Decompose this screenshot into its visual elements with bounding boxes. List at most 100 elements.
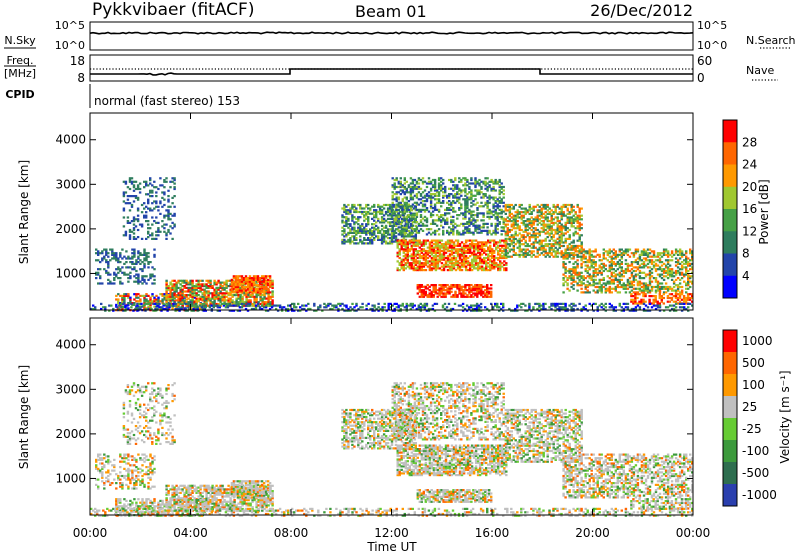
data-cell (163, 223, 166, 226)
data-cell (642, 266, 646, 269)
data-cell (472, 244, 476, 247)
data-cell (392, 224, 396, 227)
data-cell (232, 282, 236, 285)
data-cell (526, 211, 529, 214)
data-cell (425, 200, 429, 203)
data-cell (175, 290, 178, 293)
data-cell (518, 232, 521, 235)
data-cell (450, 203, 453, 206)
data-cell (480, 243, 484, 246)
data-cell (400, 263, 403, 266)
data-cell (638, 259, 642, 262)
data-cell (175, 294, 178, 297)
data-cell (618, 266, 622, 269)
data-cell (492, 229, 495, 232)
data-cell (394, 216, 398, 219)
data-cell (483, 248, 486, 251)
data-cell (183, 281, 186, 284)
data-cell (145, 193, 148, 196)
data-cell (480, 231, 483, 234)
data-cell (411, 196, 415, 199)
data-cell (437, 194, 441, 197)
data-cell (397, 201, 401, 204)
data-cell (433, 222, 437, 225)
data-cell (227, 299, 230, 302)
data-cell (494, 180, 497, 183)
data-cell (640, 277, 644, 280)
data-cell (416, 241, 420, 244)
data-cell (418, 243, 422, 246)
data-cell (520, 248, 523, 251)
data-cell (267, 304, 270, 307)
data-cell (433, 219, 437, 222)
data-cell (440, 189, 443, 192)
data-cell (207, 292, 210, 295)
data-cell (588, 268, 591, 271)
data-cell (403, 226, 407, 229)
data-cell (231, 302, 234, 306)
data-cell (417, 185, 421, 189)
data-cell (203, 283, 206, 286)
data-cell (468, 244, 472, 247)
data-cell (638, 282, 642, 285)
data-cell (548, 212, 551, 215)
data-cell (153, 255, 156, 258)
data-cell (487, 248, 490, 251)
data-cell (632, 277, 636, 280)
data-cell (544, 252, 547, 255)
data-cell (552, 223, 555, 226)
data-cell (634, 275, 638, 278)
data-cell (388, 224, 392, 227)
data-cell (375, 210, 378, 214)
data-cell (343, 230, 346, 233)
data-cell (572, 275, 575, 278)
data-cell (442, 292, 445, 295)
data-cell (610, 278, 614, 281)
data-cell (371, 230, 374, 233)
data-cell (464, 191, 467, 194)
data-cell (185, 298, 188, 301)
data-cell (498, 221, 501, 224)
data-cell (476, 263, 480, 266)
data-cell (462, 256, 466, 260)
data-cell (396, 251, 399, 254)
data-cell (544, 243, 547, 246)
data-cell (215, 294, 218, 297)
data-cell (412, 253, 416, 256)
data-cell (128, 236, 132, 239)
data-cell (99, 252, 102, 255)
data-cell (424, 256, 428, 260)
data-cell (466, 263, 470, 266)
data-cell (550, 225, 553, 228)
data-cell (229, 299, 232, 302)
data-cell (600, 273, 603, 276)
data-cell (343, 205, 346, 208)
data-cell (159, 300, 162, 303)
data-cell (648, 282, 652, 285)
data-cell (456, 241, 460, 244)
data-cell (462, 212, 465, 215)
data-cell (423, 196, 427, 199)
data-cell (413, 194, 417, 197)
data-cell (489, 251, 492, 254)
data-cell (361, 231, 364, 234)
data-cell (499, 267, 502, 270)
data-cell (574, 273, 577, 276)
data-cell (464, 295, 467, 298)
data-cell (189, 281, 192, 284)
data-cell (468, 219, 471, 222)
data-cell (500, 210, 503, 213)
data-cell (252, 277, 256, 280)
data-cell (558, 221, 561, 224)
data-cell (530, 220, 533, 223)
data-cell (456, 265, 460, 268)
data-cell (498, 180, 501, 183)
data-cell (470, 241, 474, 244)
data-cell (233, 302, 236, 306)
data-cell (462, 295, 465, 298)
data-cell (464, 289, 467, 292)
data-cell (514, 203, 517, 207)
data-cell (125, 257, 128, 260)
data-cell (468, 187, 471, 190)
data-cell (250, 287, 254, 290)
